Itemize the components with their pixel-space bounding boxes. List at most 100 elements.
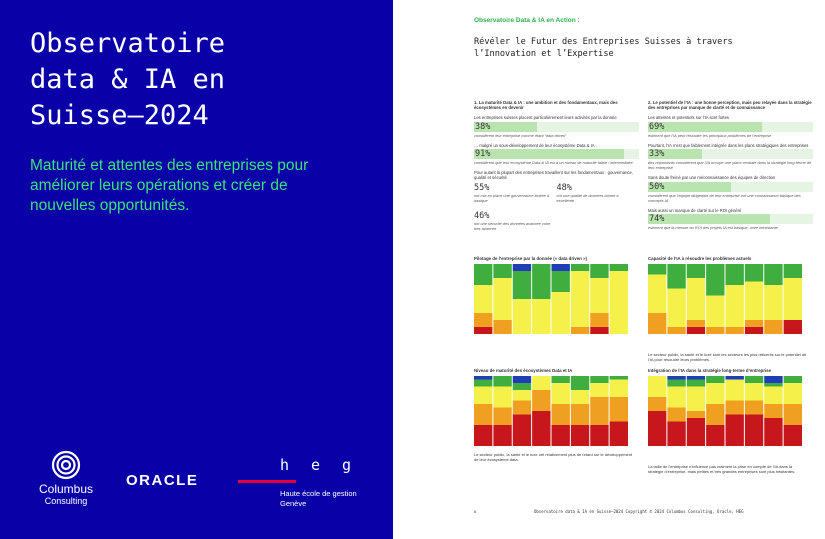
- chart-bar-segment: [667, 288, 686, 327]
- stat-bar-33: 33%: [648, 149, 813, 160]
- heg-logo-line-2: Genève: [280, 499, 307, 508]
- chart-bar-segment: [551, 425, 570, 446]
- chart-bar-segment: [744, 281, 764, 320]
- stat-bar-50: 50%: [648, 181, 813, 192]
- chart-bar-segment: [551, 383, 570, 404]
- chart-bar-segment: [551, 271, 570, 292]
- chart-bar-segment: [474, 327, 493, 334]
- chart-bar-segment: [590, 383, 609, 397]
- doc-kicker: Observatoire Data & IA en Action :: [474, 17, 580, 24]
- fundamental-stat: 55% ont mis en place une gouvernance lim…: [474, 183, 557, 208]
- stat-bar-fill: [648, 149, 703, 160]
- chart-bar-segment: [609, 397, 628, 422]
- chart-bar-segment: [512, 383, 532, 390]
- chart-bar-segment: [493, 407, 512, 425]
- cover-title: Observatoire data & IA en Suisse—2024: [30, 26, 380, 134]
- chart-bar-segment: [764, 386, 783, 404]
- chart-data-driven: [474, 264, 629, 334]
- chart-bar-segment: [648, 313, 667, 334]
- chart-bar-segment: [725, 376, 744, 380]
- chart-ecosystem-maturity: [474, 376, 629, 446]
- stat-caption: ont une sécurité des données avancée voi…: [474, 221, 551, 232]
- chart-bar-segment: [570, 327, 590, 334]
- columbus-logo-icon: [51, 450, 81, 480]
- chart-bar-segment: [783, 264, 802, 278]
- oracle-logo: ORACLE: [126, 472, 199, 489]
- chart-bar-segment: [512, 390, 532, 401]
- chart-bar-segment: [551, 264, 570, 271]
- cover-subtitle: Maturité et attentes des entreprises pou…: [30, 157, 309, 214]
- stat-value: 38%: [475, 121, 491, 132]
- chart-bar-segment: [474, 376, 493, 380]
- chart-bar-segment: [764, 404, 783, 418]
- chart-bar-segment: [474, 285, 493, 313]
- chart-bar-segment: [512, 264, 532, 271]
- chart-bar-segment: [493, 386, 512, 408]
- chart-3-note: Le secteur public, la santé et le luxe o…: [474, 452, 633, 462]
- chart-bar-segment: [783, 320, 802, 334]
- stat-bar-91: 91%: [474, 149, 639, 160]
- chart-bar-segment: [706, 425, 725, 446]
- chart-bar-segment: [667, 421, 686, 446]
- chart-bar-segment: [493, 425, 512, 446]
- chart-bar-segment: [570, 376, 590, 390]
- chart-bar-segment: [667, 407, 686, 422]
- chart-bar-segment: [590, 278, 609, 313]
- chart-bar-segment: [609, 271, 628, 334]
- stat-bar-38: 38%: [474, 121, 639, 132]
- chart-bar-segment: [493, 376, 512, 387]
- chart-ai-problem-solving: [648, 264, 803, 334]
- chart-bar-segment: [783, 425, 802, 446]
- footer-text: Observatoire data & IA en Suisse—2024 Co…: [534, 509, 744, 514]
- fundamentals-stats: 55% ont mis en place une gouvernance lim…: [474, 183, 639, 240]
- chart-bar-segment: [744, 383, 764, 401]
- mini-chart-svg: [648, 264, 802, 334]
- fundamental-stat: 46% ont une sécurité des données avancée…: [474, 211, 557, 236]
- columbus-logo-line-2: Consulting: [44, 496, 88, 506]
- ai-text-2: Pourtant, l’IA n’est que faiblement inté…: [648, 142, 809, 148]
- chart-bar-segment: [706, 376, 725, 383]
- chart-2-note: Le secteur public, la santé et le luxe s…: [648, 352, 807, 362]
- maturity-text-2: … malgré un sous-développement de leur é…: [474, 142, 595, 148]
- chart-bar-segment: [648, 411, 667, 446]
- chart-bar-segment: [532, 411, 551, 446]
- mini-chart-svg: [648, 376, 802, 446]
- chart-bar-segment: [764, 264, 783, 285]
- chart-bar-segment: [764, 418, 783, 446]
- heg-logo: heg Haute école de gestion Genève: [238, 456, 378, 509]
- chart-bar-segment: [686, 278, 706, 320]
- doc-title-line-1: Révéler le Futur des Entreprises Suisses…: [474, 37, 733, 47]
- chart-bar-segment: [590, 425, 609, 446]
- chart-bar-segment: [512, 414, 532, 446]
- stat-caption: estiment que la mesure du ROI des projet…: [648, 225, 778, 231]
- stat-value: 50%: [649, 181, 665, 192]
- chart-bar-segment: [474, 386, 493, 404]
- stat-bar-fill: [474, 121, 537, 132]
- chart-bar-segment: [648, 274, 667, 313]
- chart-bar-segment: [686, 379, 706, 387]
- chart-bar-segment: [609, 421, 628, 446]
- chart-3-title: Niveau de maturité des écosystèmes Data …: [474, 368, 573, 373]
- chart-bar-segment: [532, 264, 551, 299]
- columbus-logo: Columbus Consulting: [30, 450, 102, 506]
- chart-bar-segment: [570, 264, 590, 271]
- chart-bar-segment: [667, 264, 686, 289]
- chart-bar-segment: [474, 425, 493, 446]
- chart-bar-segment: [609, 376, 628, 380]
- document-page: Observatoire Data & IA en Action : Révél…: [460, 12, 820, 532]
- chart-bar-segment: [686, 386, 706, 411]
- chart-bar-segment: [590, 264, 609, 278]
- stat-bar-74: 74%: [648, 214, 813, 225]
- chart-bar-segment: [686, 376, 706, 380]
- chart-bar-segment: [648, 376, 667, 397]
- heg-logo-mark: heg: [280, 456, 374, 474]
- chart-bar-segment: [744, 264, 764, 282]
- chart-bar-segment: [706, 404, 725, 425]
- chart-4-note: La taille de l’entreprise n’influence pa…: [648, 464, 796, 474]
- chart-bar-segment: [783, 383, 802, 404]
- chart-bar-segment: [551, 404, 570, 425]
- chart-bar-segment: [609, 264, 628, 271]
- stat-caption: ont une qualité de données bonne à excel…: [556, 192, 619, 203]
- stat-bar-fill: [648, 181, 731, 192]
- cover-title-line-2: data & IA en: [30, 64, 226, 95]
